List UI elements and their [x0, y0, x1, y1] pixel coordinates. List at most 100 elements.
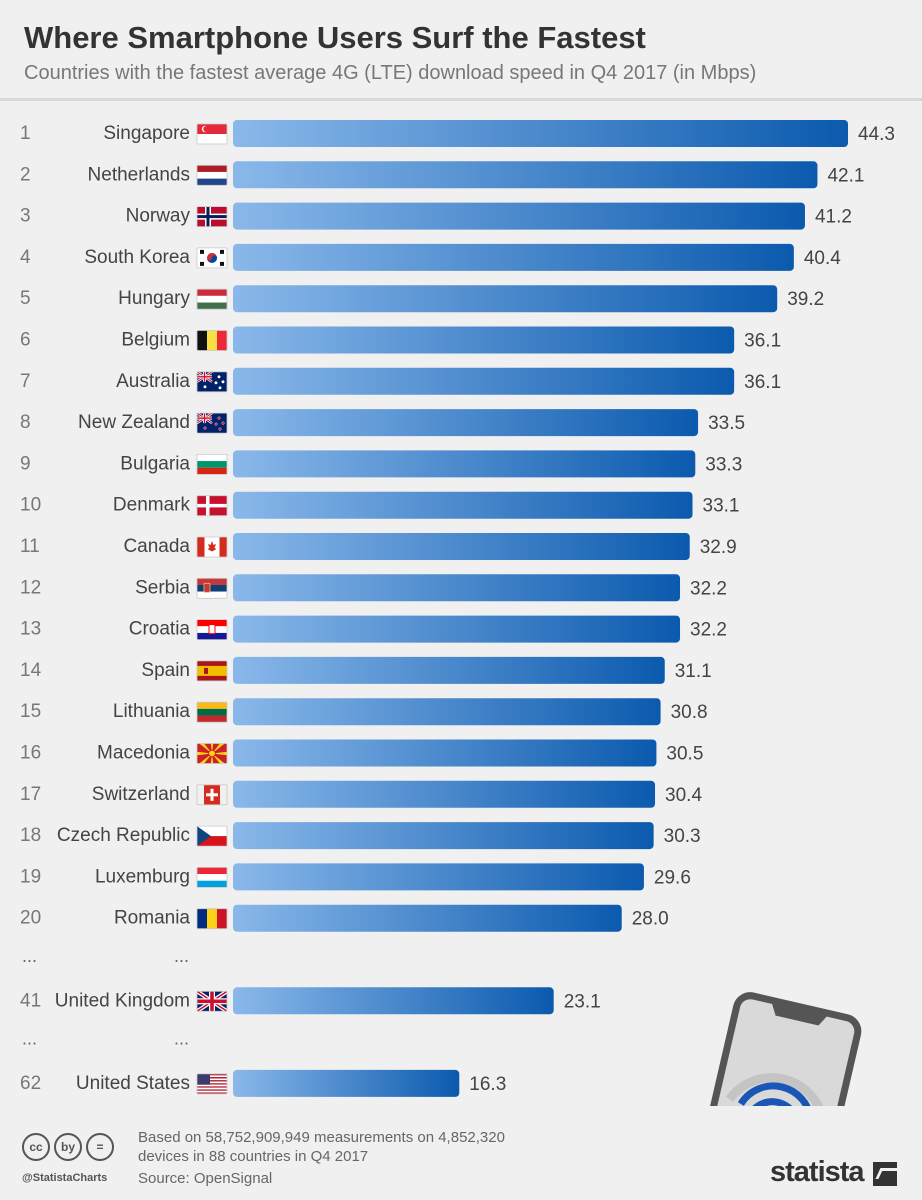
bar — [233, 987, 554, 1015]
bar-chart: 1 Singapore 44.3 2 Netherlands 42.1 3 Norway 41.… — [20, 120, 895, 1106]
license-icons: cc by = — [22, 1133, 114, 1161]
chart-subtitle: Countries with the fastest average 4G (L… — [24, 62, 757, 84]
singapore-flag-icon — [196, 123, 228, 145]
country-label: Canada — [123, 536, 190, 557]
country-label: United States — [76, 1073, 190, 1094]
value-label: 42.1 — [827, 165, 864, 186]
value-label: 40.4 — [804, 248, 841, 269]
bar — [233, 491, 693, 519]
value-label: 30.8 — [671, 702, 708, 723]
hungary-flag-icon — [196, 288, 228, 310]
serbia-flag-icon — [196, 577, 228, 599]
value-label: 36.1 — [744, 372, 781, 393]
bar — [233, 533, 690, 560]
value-label: 33.5 — [708, 413, 745, 434]
spain-flag-icon — [196, 660, 228, 682]
bar — [233, 409, 699, 437]
rank-label: 3 — [20, 206, 31, 227]
country-label: Serbia — [135, 577, 190, 598]
country-label: Netherlands — [88, 164, 190, 185]
nd-icon: = — [86, 1133, 114, 1161]
rank-label: 4 — [20, 247, 31, 268]
chart-title: Where Smartphone Users Surf the Fastest — [24, 20, 646, 55]
new-zealand-flag-icon — [196, 412, 228, 434]
bulgaria-flag-icon — [196, 453, 228, 475]
country-label: Australia — [116, 371, 190, 392]
united-kingdom-flag-icon — [196, 990, 228, 1012]
bar — [233, 161, 818, 189]
rank-label: 16 — [20, 743, 41, 764]
value-label: 30.5 — [666, 744, 703, 765]
rank-label: 9 — [20, 453, 31, 474]
smartphone-wifi-speedometer-icon — [688, 992, 862, 1106]
denmark-flag-icon — [196, 495, 228, 517]
statista-logo-mark — [873, 1162, 897, 1186]
rank-label: 10 — [20, 495, 41, 516]
rank-label: 41 — [20, 990, 41, 1011]
united-states-flag-icon — [196, 1073, 228, 1095]
statista-logo: statista — [770, 1156, 865, 1188]
gap-rank-ellipsis: ... — [22, 946, 37, 966]
country-label: Lithuania — [113, 701, 191, 722]
country-label: Belgium — [121, 330, 190, 351]
cc-icon: cc — [22, 1133, 50, 1161]
value-label: 33.1 — [703, 496, 740, 517]
value-label: 32.2 — [690, 620, 727, 641]
country-label: Luxemburg — [95, 866, 190, 887]
bar — [233, 1069, 460, 1097]
bar — [233, 450, 696, 478]
country-label: Spain — [141, 660, 190, 681]
country-label: New Zealand — [78, 412, 190, 433]
bar — [233, 615, 681, 643]
country-label: Bulgaria — [120, 453, 190, 474]
canada-flag-icon — [196, 536, 228, 558]
rank-label: 17 — [20, 784, 41, 805]
value-label: 39.2 — [787, 289, 824, 310]
value-label: 30.4 — [665, 785, 702, 806]
country-label: Croatia — [129, 619, 191, 640]
czech-republic-flag-icon — [196, 825, 228, 847]
rank-label: 20 — [20, 908, 41, 929]
norway-flag-icon — [196, 206, 228, 227]
croatia-flag-icon — [196, 619, 228, 640]
bar — [233, 285, 778, 313]
value-label: 36.1 — [744, 331, 781, 352]
country-label: Switzerland — [92, 784, 190, 805]
bar — [233, 326, 735, 354]
bar — [233, 243, 794, 271]
switzerland-flag-icon — [196, 784, 228, 806]
country-label: Romania — [114, 908, 190, 929]
south-korea-flag-icon — [196, 247, 228, 269]
divider — [0, 98, 922, 101]
country-label: Czech Republic — [57, 825, 190, 846]
value-label: 41.2 — [815, 207, 852, 228]
value-label: 29.6 — [654, 867, 691, 888]
romania-flag-icon — [196, 908, 228, 930]
netherlands-flag-icon — [196, 164, 228, 186]
gap-country-ellipsis: ... — [174, 1029, 189, 1049]
methodology-note: Based on 58,752,909,949 measurements on … — [138, 1129, 505, 1165]
rank-label: 15 — [20, 701, 41, 722]
bar — [233, 574, 681, 602]
bar — [233, 698, 661, 726]
bar — [233, 739, 657, 767]
lithuania-flag-icon — [196, 701, 228, 723]
country-label: Hungary — [118, 288, 190, 309]
gap-rank-ellipsis: ... — [22, 1029, 37, 1049]
by-icon: by — [54, 1133, 82, 1161]
value-label: 23.1 — [564, 991, 601, 1012]
rank-label: 1 — [20, 123, 31, 144]
value-label: 32.2 — [690, 578, 727, 599]
bar — [233, 822, 654, 850]
country-label: United Kingdom — [55, 990, 190, 1011]
country-label: South Korea — [84, 247, 190, 268]
rank-label: 6 — [20, 330, 31, 351]
bar — [233, 863, 644, 891]
source-note: Source: OpenSignal — [138, 1170, 273, 1187]
value-label: 16.3 — [469, 1074, 506, 1095]
rank-label: 8 — [20, 412, 31, 433]
country-label: Norway — [126, 206, 191, 227]
gap-country-ellipsis: ... — [174, 946, 189, 966]
rank-label: 14 — [20, 660, 42, 681]
rank-label: 19 — [20, 866, 41, 887]
